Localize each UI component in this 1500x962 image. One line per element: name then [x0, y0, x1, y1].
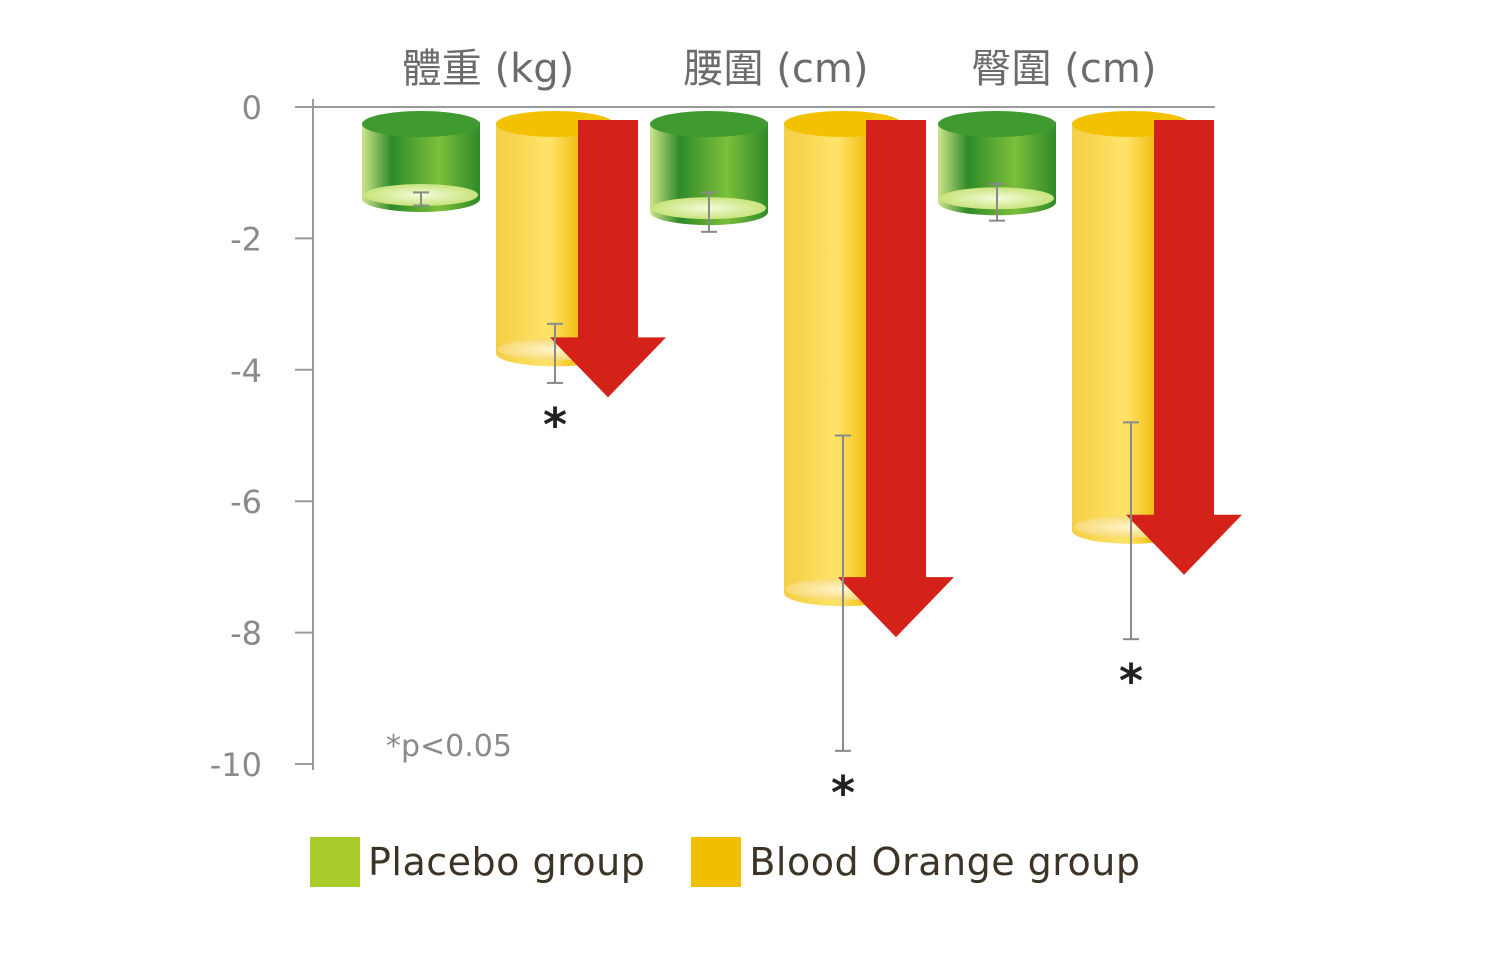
error-bar-placebo-group [701, 191, 717, 233]
p-value-annotation: *p<0.05 [386, 729, 512, 764]
bar-top-cap [650, 111, 768, 137]
red-down-arrow [1126, 120, 1242, 575]
y-tick-label: -8 [230, 615, 262, 653]
significance-marker: * [1119, 654, 1143, 708]
y-tick-label: -4 [230, 352, 262, 390]
category-label: 體重 (kg) [402, 46, 574, 92]
legend-item-blood-orange: Blood Orange group [691, 837, 1140, 887]
red-down-arrow [550, 120, 666, 398]
category-label: 臀圍 (cm) [972, 46, 1157, 92]
legend-label-blood-orange: Blood Orange group [749, 840, 1141, 884]
error-bar-placebo-group [413, 191, 429, 207]
legend-item-placebo: Placebo group [310, 837, 645, 887]
red-down-arrow [838, 120, 954, 638]
y-tick-label: 0 [242, 89, 262, 127]
bars-layer [362, 111, 1190, 607]
y-tick-label: -2 [230, 220, 262, 258]
legend-swatch-blood-orange [691, 837, 742, 887]
error-bar-placebo-group [989, 182, 1005, 222]
category-label: 腰圍 (cm) [684, 46, 869, 92]
legend-swatch-placebo [310, 837, 360, 887]
error-bar-blood-orange-group [547, 322, 563, 384]
legend: Placebo group Blood Orange group [310, 834, 1187, 890]
labels-layer: 體重 (kg) 腰圍 (cm) 臀圍 (cm) * * * *p<0.05 [386, 46, 1156, 820]
y-tick-label: -6 [230, 483, 262, 521]
error-bar-blood-orange-group [835, 434, 851, 752]
bar-top-cap [362, 111, 480, 137]
error-bar-blood-orange-group [1123, 421, 1139, 641]
bar-top-cap [938, 111, 1056, 137]
y-tick-label: -10 [210, 746, 262, 784]
significance-marker: * [543, 398, 567, 452]
legend-label-placebo: Placebo group [368, 840, 646, 884]
error-bars-layer [413, 182, 1139, 752]
axis-layer: 0 -2 -4 -6 -8 -10 [210, 89, 1215, 784]
significance-marker: * [831, 766, 855, 820]
arrows-layer [550, 120, 1242, 638]
